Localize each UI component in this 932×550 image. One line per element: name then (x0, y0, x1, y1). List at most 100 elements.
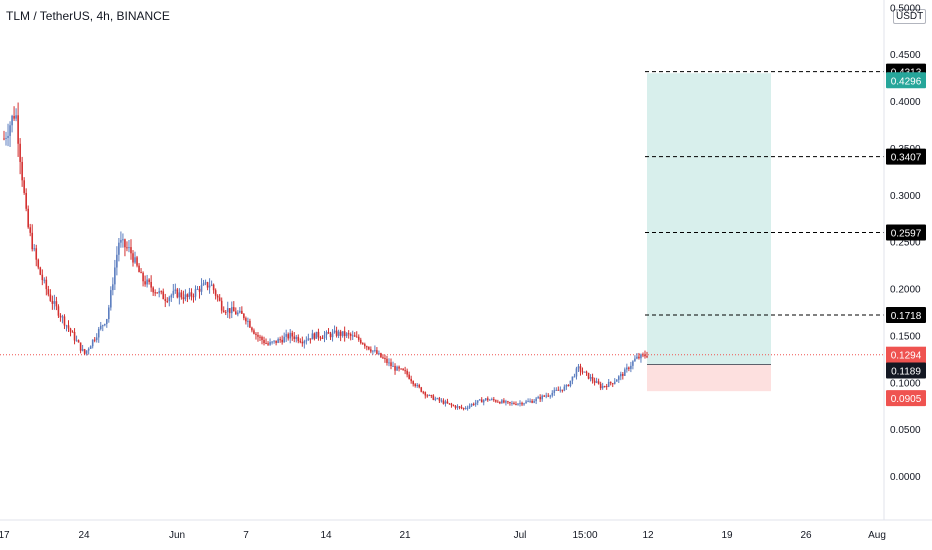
candle-body (353, 335, 356, 337)
y-tick-label: 0.4000 (890, 97, 921, 108)
candle-body (349, 334, 352, 336)
candle-body (186, 294, 189, 297)
candle-body (416, 384, 419, 387)
candle-body (230, 307, 233, 314)
candle-body (170, 295, 173, 298)
x-tick-label: 7 (243, 530, 249, 541)
candle-body (357, 336, 360, 340)
candle-body (19, 143, 21, 162)
candle-body (226, 308, 229, 313)
candle-body (565, 384, 568, 387)
candle-body (283, 336, 285, 343)
candle-body (628, 367, 630, 369)
candle-body (521, 402, 523, 405)
candle-body (569, 380, 572, 387)
candle-body (23, 180, 25, 193)
candle-body (128, 247, 130, 249)
candle-body (543, 395, 546, 397)
candle-body (202, 283, 205, 286)
candle-body (253, 330, 255, 334)
candle-body (65, 325, 68, 327)
candle-body (27, 208, 29, 228)
candle-body (31, 232, 34, 250)
candle-body (488, 399, 491, 401)
candle-body (370, 349, 372, 352)
candle-body (579, 366, 582, 372)
candles (3, 102, 648, 411)
candle-body (47, 289, 50, 295)
candle-body (511, 402, 513, 404)
candle-body (83, 349, 86, 354)
candle-body (611, 383, 614, 385)
candle-body (380, 353, 382, 358)
candle-body (43, 279, 46, 281)
candle-body (249, 320, 251, 328)
level-tag-bg (886, 224, 926, 241)
entry-tag-bg (886, 362, 926, 379)
candle-body (478, 399, 481, 401)
candle-body (384, 358, 386, 360)
candle-body (311, 333, 314, 340)
candle-body (337, 331, 340, 336)
candle-body (617, 376, 620, 380)
candle-body (402, 368, 404, 371)
candle-body (235, 311, 237, 315)
candle-body (573, 376, 576, 378)
candle-body (178, 292, 181, 298)
candle-body (174, 289, 177, 291)
candle-body (45, 279, 48, 290)
candle-body (190, 292, 193, 297)
currency-badge[interactable]: USDT (893, 9, 927, 24)
candle-body (555, 389, 558, 391)
candle-body (41, 274, 44, 281)
candle-body (615, 379, 618, 382)
position-zones (647, 73, 771, 392)
candle-body (59, 315, 62, 318)
candle-body (33, 248, 36, 250)
candle-body (466, 407, 469, 409)
candle-body (597, 381, 600, 384)
candle-body (541, 395, 543, 400)
candle-body (112, 284, 114, 291)
candle-body (110, 290, 112, 308)
candle-body (567, 384, 570, 387)
x-tick-label: 24 (78, 530, 90, 541)
candle-body (484, 398, 487, 401)
candle-body (422, 391, 425, 393)
candle-body (140, 272, 142, 274)
candle-body (372, 350, 374, 352)
candle-body (468, 405, 471, 408)
candle-body (382, 357, 384, 359)
candle-body (474, 402, 477, 405)
candle-body (428, 395, 431, 397)
candle-body (299, 341, 302, 343)
y-tick-label: 0.2500 (890, 238, 921, 249)
candle-body (152, 287, 154, 293)
candle-body (138, 265, 140, 273)
candle-body (509, 401, 511, 404)
candle-body (644, 354, 646, 357)
candle-body (355, 336, 358, 338)
y-tick-label: 0.0500 (890, 425, 921, 436)
candle-body (464, 408, 467, 410)
stop-zone (647, 364, 771, 392)
candle-body (434, 398, 437, 400)
candle-body (164, 299, 167, 301)
candle-body (335, 330, 338, 336)
candle-body (420, 387, 423, 392)
candle-body (626, 367, 628, 370)
candle-body (277, 339, 279, 343)
time-axis: 17 24 Jun 7 14 21 Jul 15:00 12 19 26 Aug (0, 519, 932, 541)
candle-body (333, 330, 336, 333)
candle-body (307, 338, 310, 341)
candle-body (63, 316, 66, 326)
candle-body (347, 333, 350, 335)
candle-body (638, 356, 640, 359)
y-tick-label: 0.3000 (890, 191, 921, 202)
candle-body (513, 402, 515, 404)
candle-body (222, 310, 225, 313)
candle-body (309, 338, 312, 340)
candle-body (505, 401, 507, 403)
candle-body (35, 248, 38, 260)
